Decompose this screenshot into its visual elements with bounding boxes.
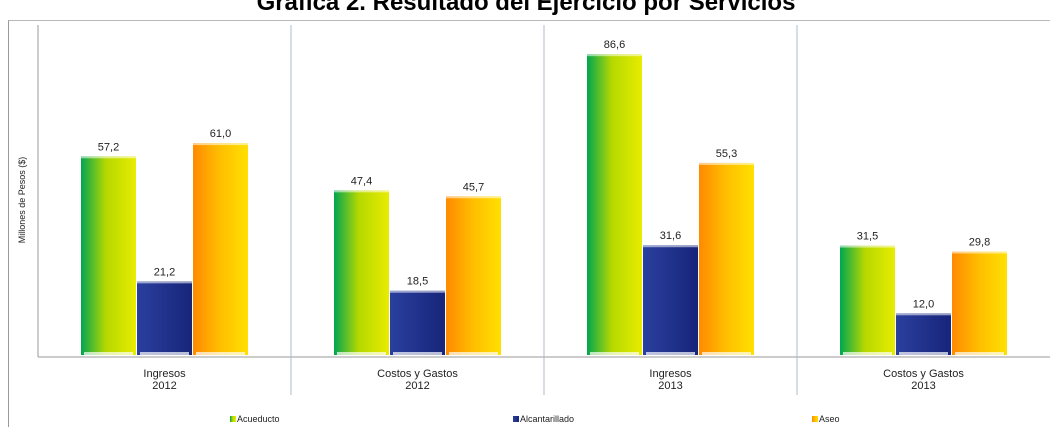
x-tick-label: 2012 [152,380,176,392]
bar-acueducto-2 [587,54,642,355]
data-label: 86,6 [604,39,625,51]
data-label: 31,5 [857,231,878,243]
bar-top-highlight [446,196,501,199]
chart-title: Gráfica 2. Resultado del Ejercicio por S… [256,0,796,16]
x-tick-label: Costos y Gastos [883,368,964,380]
bar-acueducto-3 [840,245,895,355]
x-tick-label: Costos y Gastos [377,368,458,380]
bar-base [590,352,639,355]
data-label: 61,0 [210,128,231,140]
bar-top-highlight [334,190,389,193]
data-label: 12,0 [913,298,934,310]
x-tick-label: 2012 [405,380,429,392]
bar-top-highlight [952,251,1007,254]
legend-label-acueducto: Acueducto [237,414,280,424]
legend-swatch-acueducto [230,416,236,422]
bar-aseo-1 [446,196,501,355]
data-label: 31,6 [660,230,681,242]
bar-base [196,352,245,355]
data-label: 18,5 [407,276,428,288]
bar-base [843,352,892,355]
bar-base [140,352,189,355]
data-label: 29,8 [969,236,990,248]
bar-top-highlight [81,156,136,159]
bar-top-highlight [896,313,951,316]
bar-base [449,352,498,355]
bar-top-highlight [840,245,895,248]
data-label: 21,2 [154,266,175,278]
data-label: 47,4 [351,175,372,187]
bar-base [84,352,133,355]
bar-alcantarillado-1 [390,290,445,355]
bar-aseo-0 [193,143,248,355]
bar-alcantarillado-2 [643,245,698,355]
bar-alcantarillado-0 [137,281,192,355]
bar-acueducto-1 [334,190,389,355]
x-tick-label: 2013 [658,380,682,392]
bar-acueducto-0 [81,156,136,355]
legend-label-aseo: Aseo [819,414,840,424]
x-tick-label: Ingresos [649,368,692,380]
bar-alcantarillado-3 [896,313,951,355]
data-label: 55,3 [716,148,737,160]
legend-label-alcantarillado: Alcantarillado [520,414,574,424]
bar-base [393,352,442,355]
bar-base [899,352,948,355]
data-label: 45,7 [463,181,484,193]
bar-aseo-2 [699,162,754,355]
bar-base [337,352,386,355]
bar-top-highlight [390,290,445,293]
bar-base [646,352,695,355]
x-tick-label: Ingresos [143,368,186,380]
bar-base [702,352,751,355]
chart-frame [8,20,1050,427]
legend-swatch-alcantarillado [513,416,519,422]
bar-aseo-3 [952,251,1007,355]
bar-base [955,352,1004,355]
bar-top-highlight [587,54,642,57]
x-tick-label: 2013 [911,380,935,392]
bar-top-highlight [699,162,754,165]
bar-top-highlight [193,143,248,146]
bar-top-highlight [643,245,698,248]
bar-top-highlight [137,281,192,284]
data-label: 57,2 [98,141,119,153]
legend-swatch-aseo [812,416,818,422]
y-axis-label: Millones de Pesos ($) [17,157,27,244]
